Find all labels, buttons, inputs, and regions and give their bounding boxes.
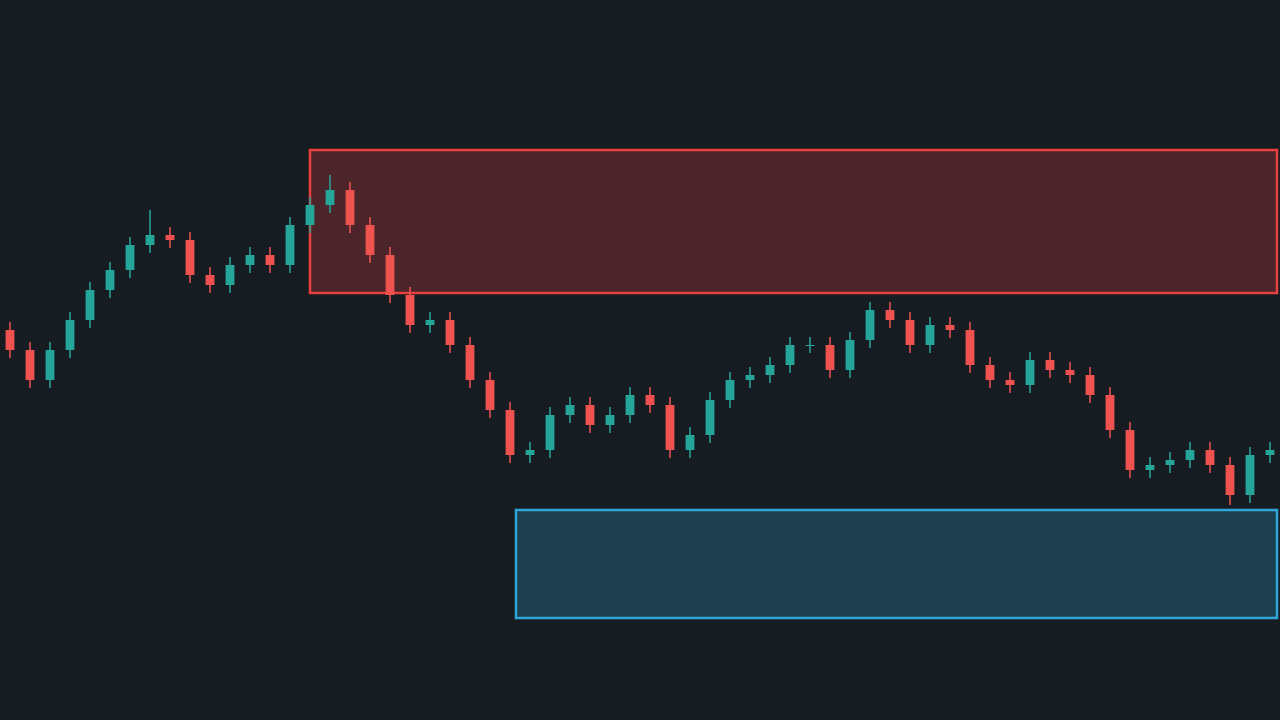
- candle-body: [1265, 450, 1275, 455]
- candle-body: [985, 365, 995, 380]
- candle-body: [245, 255, 255, 265]
- candle-body: [945, 325, 955, 330]
- candle-body: [805, 345, 815, 346]
- candle-body: [1185, 450, 1195, 460]
- candle-body: [425, 320, 435, 325]
- candle-body: [505, 410, 515, 455]
- candle-body: [725, 380, 735, 400]
- candle-body: [485, 380, 495, 410]
- candle-body: [905, 320, 915, 345]
- candle-body: [445, 320, 455, 345]
- candle-body: [525, 450, 535, 455]
- candle-body: [745, 375, 755, 380]
- candle-body: [225, 265, 235, 285]
- candle-body: [385, 255, 395, 295]
- candle-body: [1005, 380, 1015, 385]
- candle-body: [1105, 395, 1115, 430]
- candle-body: [5, 330, 15, 350]
- candle-body: [125, 245, 135, 270]
- candle-body: [785, 345, 795, 365]
- candle-body: [285, 225, 295, 265]
- candle-body: [1065, 370, 1075, 375]
- candle-body: [85, 290, 95, 320]
- candle-body: [405, 295, 415, 325]
- candle-body: [1165, 460, 1175, 465]
- candle-body: [265, 255, 275, 265]
- candle-body: [665, 405, 675, 450]
- candle-body: [25, 350, 35, 380]
- candle-body: [865, 310, 875, 340]
- zone-box: [308, 148, 1279, 295]
- candle-body: [845, 340, 855, 370]
- candle-body: [605, 415, 615, 425]
- candle-body: [205, 275, 215, 285]
- candle-body: [1125, 430, 1135, 470]
- candle-body: [625, 395, 635, 415]
- candle-body: [685, 435, 695, 450]
- candle-body: [1085, 375, 1095, 395]
- candle-body: [1025, 360, 1035, 385]
- candle-body: [1205, 450, 1215, 465]
- candle-body: [165, 235, 175, 240]
- candle-body: [105, 270, 115, 290]
- candle-body: [925, 325, 935, 345]
- candle-body: [705, 400, 715, 435]
- candle-body: [325, 190, 335, 205]
- candle-body: [1045, 360, 1055, 370]
- candle-body: [1145, 465, 1155, 470]
- candle-body: [545, 415, 555, 450]
- candle-body: [825, 345, 835, 370]
- candle-body: [885, 310, 895, 320]
- candle-body: [965, 330, 975, 365]
- candle-body: [1225, 465, 1235, 495]
- candle-body: [365, 225, 375, 255]
- candle-body: [765, 365, 775, 375]
- candle-body: [145, 235, 155, 245]
- candle-body: [465, 345, 475, 380]
- candle-body: [565, 405, 575, 415]
- candle-body: [45, 350, 55, 380]
- candle-body: [345, 190, 355, 225]
- candle-body: [1245, 455, 1255, 495]
- candle-body: [305, 205, 315, 225]
- candle-body: [585, 405, 595, 425]
- candle-body: [645, 395, 655, 405]
- candle-body: [65, 320, 75, 350]
- candle-body: [185, 240, 195, 275]
- zone-box: [514, 508, 1279, 620]
